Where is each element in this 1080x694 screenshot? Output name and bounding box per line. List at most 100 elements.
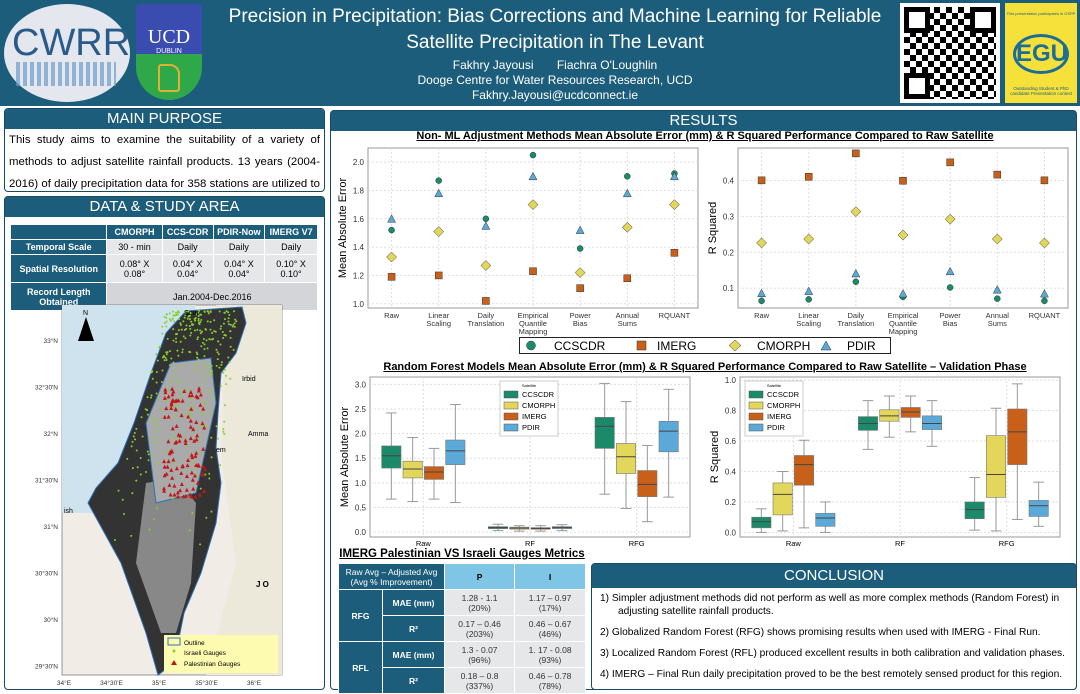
israeli-gauge	[179, 323, 182, 326]
israeli-gauge	[186, 389, 189, 392]
israeli-gauge	[188, 529, 191, 532]
israeli-gauge	[218, 366, 221, 369]
palestinian-gauge	[184, 473, 189, 478]
legend-label: CMORPH	[767, 401, 800, 410]
table-row: RFG MAE (mm) 1.28 - 1.1 (20%) 1.17 – 0.97 (17…	[338, 589, 586, 642]
x-tick-line: Raw	[384, 311, 400, 320]
israeli-gauge	[183, 316, 186, 319]
israeli-gauge	[168, 312, 171, 315]
box-imerg	[794, 455, 814, 486]
legend-swatch	[503, 390, 519, 399]
col-pdir: PDIR-Now	[212, 224, 266, 240]
point-pdir	[387, 214, 396, 223]
qr-code[interactable]	[900, 3, 1000, 103]
y-axis-label: R Squared	[707, 202, 719, 255]
palestinian-gauge	[184, 487, 189, 492]
israeli-gauge	[172, 361, 175, 364]
legend-label: PDIR	[767, 423, 786, 432]
palestinian-gauge	[197, 492, 202, 497]
israeli-gauge	[223, 311, 226, 314]
palestinian-gauge	[189, 470, 194, 475]
palestinian-gauge	[165, 464, 170, 469]
lat-tick: 29°30'N	[35, 663, 58, 671]
israeli-gauge	[209, 328, 212, 331]
point-pdir	[992, 285, 1002, 294]
x-tick-label: Linear Scaling	[796, 311, 821, 328]
israeli-gauge	[202, 411, 205, 414]
palestinian-gauge	[188, 389, 193, 394]
point-imerg	[482, 297, 490, 305]
table-row: R² 0.17 – 0.46 (203%) 0.46 – 0.67 (46%)	[339, 615, 586, 642]
israeli-gauge	[194, 367, 197, 370]
israeli-gauge	[184, 411, 187, 414]
y-tick-label: 1.6	[353, 215, 365, 224]
israeli-gauge	[195, 351, 198, 354]
place-label: J O	[256, 580, 269, 589]
p-value: 1.28 - 1.1 (20%)	[443, 589, 516, 616]
point-pdir	[670, 171, 679, 181]
israeli-gauge	[227, 317, 230, 320]
israeli-gauge	[161, 332, 164, 335]
israeli-gauge	[222, 430, 225, 433]
mae-scatter-chart: 1.0 1.2 1.4 1.6 1.8 2.0 Mean Absolute Error Raw…	[337, 147, 699, 336]
israeli-gauge	[131, 440, 134, 443]
israeli-gauge	[171, 434, 174, 437]
palestinian-gauge	[202, 425, 207, 430]
palestinian-gauge	[174, 466, 179, 471]
israeli-gauge	[214, 330, 217, 333]
israeli-gauge	[169, 319, 172, 322]
r2-scatter-chart: 0.1 0.2 0.3 0.4 R Squared Raw Linear Scaling Dai…	[707, 147, 1069, 336]
palestinian-gauge	[163, 387, 168, 392]
palestinian-gauge	[196, 462, 201, 467]
row-label: Temporal Scale	[9, 239, 108, 255]
legend-label: CCSCDR	[767, 390, 800, 399]
israeli-gauge	[217, 340, 220, 343]
gauges-title: IMERG Palestinian VS Israeli Gauges Metr…	[339, 548, 585, 560]
gauges-table: Raw Avg – Adjusted Avg (Avg % Improvemen…	[338, 563, 586, 694]
y-tick-label: 0.2	[725, 498, 737, 507]
y-tick-label: 0.5	[355, 503, 367, 512]
cell: 0.08° X 0.08°	[106, 254, 163, 283]
box-cmorph	[616, 443, 636, 474]
palestinian-gauge	[170, 426, 175, 431]
israeli-gauge	[157, 418, 160, 421]
israeli-gauge	[213, 330, 216, 333]
israeli-gauge	[227, 356, 230, 359]
israeli-gauge	[157, 462, 160, 465]
israeli-gauge	[207, 312, 210, 315]
israeli-gauge	[196, 472, 199, 475]
point-cmorph	[1039, 237, 1050, 249]
palestinian-gauge	[164, 471, 169, 476]
palestinian-gauge	[180, 464, 185, 469]
email[interactable]: Fakhry.Jayousi@ucdconnect.ie	[471, 88, 639, 102]
israeli-gauge	[203, 375, 206, 378]
israeli-gauge	[148, 437, 151, 440]
israeli-gauge	[189, 334, 192, 337]
israeli-gauge	[175, 314, 178, 317]
israeli-gauge	[185, 327, 188, 330]
x-tick-label: RFG	[629, 539, 645, 548]
israeli-gauge	[229, 336, 232, 339]
y-axis-label: Mean Absolute Error	[339, 407, 351, 508]
israeli-gauge	[185, 445, 188, 448]
israeli-gauge	[234, 318, 237, 321]
israeli-gauge	[190, 320, 193, 323]
section1-title: Non- ML Adjustment Methods Mean Absolute…	[416, 130, 994, 142]
palestinian-gauge	[171, 457, 176, 462]
study-area-heading: DATA & STUDY AREA	[5, 197, 324, 217]
model-label: RFL	[338, 641, 383, 694]
box-cmorph	[986, 435, 1006, 498]
israeli-gauge	[157, 429, 160, 432]
israeli-gauge	[123, 512, 126, 515]
palestinian-gauge	[162, 414, 167, 419]
israeli-gauge	[150, 394, 153, 397]
israeli-gauge	[150, 396, 153, 399]
israeli-gauge	[220, 325, 223, 328]
israeli-gauge	[225, 310, 228, 313]
box-ccscdr	[594, 417, 615, 449]
israeli-gauge	[190, 413, 193, 416]
x-tick-label: Raw	[416, 539, 432, 548]
israeli-gauge	[201, 425, 204, 428]
legend-swatch	[748, 390, 764, 399]
israeli-gauge	[147, 453, 150, 456]
